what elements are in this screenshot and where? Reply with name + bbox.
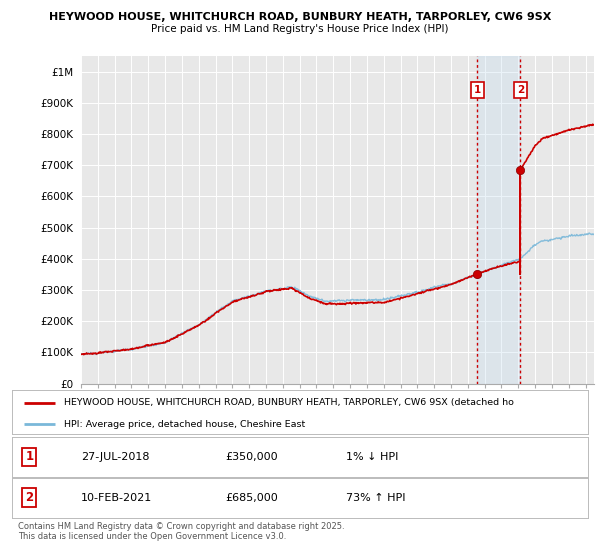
Text: Price paid vs. HM Land Registry's House Price Index (HPI): Price paid vs. HM Land Registry's House …: [151, 24, 449, 34]
Text: £685,000: £685,000: [225, 493, 278, 503]
Text: 1% ↓ HPI: 1% ↓ HPI: [346, 452, 398, 462]
Text: 2: 2: [517, 85, 524, 95]
Text: 27-JUL-2018: 27-JUL-2018: [81, 452, 149, 462]
Text: 1: 1: [25, 450, 34, 464]
Text: HEYWOOD HOUSE, WHITCHURCH ROAD, BUNBURY HEATH, TARPORLEY, CW6 9SX: HEYWOOD HOUSE, WHITCHURCH ROAD, BUNBURY …: [49, 12, 551, 22]
Text: HEYWOOD HOUSE, WHITCHURCH ROAD, BUNBURY HEATH, TARPORLEY, CW6 9SX (detached ho: HEYWOOD HOUSE, WHITCHURCH ROAD, BUNBURY …: [64, 398, 514, 407]
Text: 73% ↑ HPI: 73% ↑ HPI: [346, 493, 406, 503]
Text: HPI: Average price, detached house, Cheshire East: HPI: Average price, detached house, Ches…: [64, 420, 305, 429]
Text: £350,000: £350,000: [225, 452, 278, 462]
Text: Contains HM Land Registry data © Crown copyright and database right 2025.
This d: Contains HM Land Registry data © Crown c…: [18, 522, 344, 542]
Text: 10-FEB-2021: 10-FEB-2021: [81, 493, 152, 503]
Text: 2: 2: [25, 491, 34, 505]
Bar: [478, 56, 520, 384]
Text: 1: 1: [474, 85, 481, 95]
